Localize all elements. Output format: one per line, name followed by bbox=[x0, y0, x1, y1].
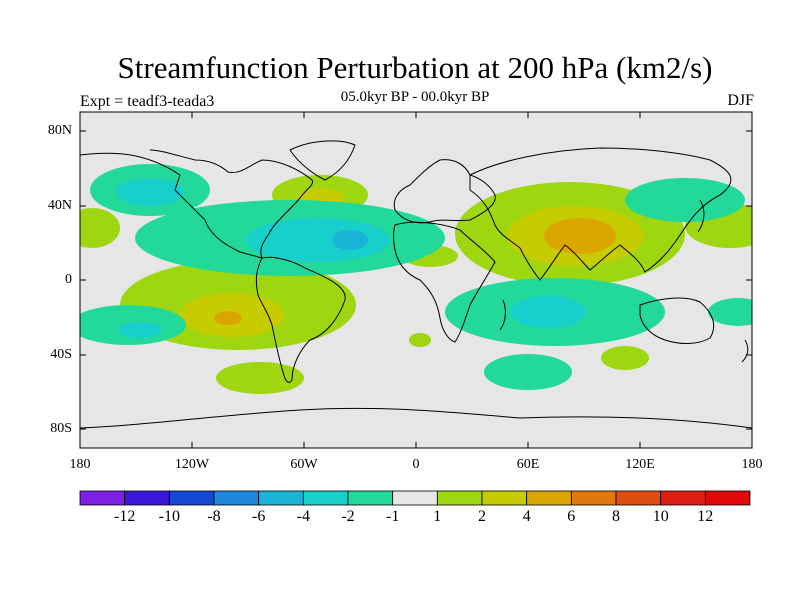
chart-title: Streamfunction Perturbation at 200 hPa (… bbox=[117, 50, 713, 85]
contour-positive-asia-core bbox=[544, 218, 616, 254]
colorbar bbox=[79, 490, 751, 506]
colorbar-label: -1 bbox=[386, 508, 400, 525]
contour-positive-south-pacific bbox=[216, 362, 304, 394]
colorbar-swatch bbox=[124, 490, 170, 506]
contour-negative-south-pacific-inner bbox=[118, 322, 162, 338]
lon-label-0: 0 bbox=[412, 457, 420, 472]
lon-label-180-west: 180 bbox=[69, 457, 91, 472]
colorbar-label: 1 bbox=[433, 508, 442, 525]
coastline-north-america bbox=[80, 149, 314, 259]
coastline-new-zealand bbox=[741, 339, 749, 363]
chart-subtitle: 05.0kyr BP - 00.0kyr BP bbox=[340, 89, 490, 105]
colorbar-swatch bbox=[570, 490, 617, 506]
contour-negative-northwest-pacific bbox=[625, 178, 745, 222]
coastline-antarctica bbox=[80, 407, 752, 429]
coastline-south-america bbox=[255, 256, 346, 383]
colorbar-label: 8 bbox=[612, 508, 620, 525]
experiment-label: Expt = teadf3-teada3 bbox=[80, 93, 215, 110]
contour-positive-south-atlantic bbox=[409, 333, 431, 347]
colorbar-label: 6 bbox=[567, 508, 576, 525]
lat-label-40s: 40S bbox=[50, 347, 72, 362]
colorbar-swatch bbox=[481, 490, 528, 506]
colorbar-label: -2 bbox=[341, 508, 355, 525]
colorbar-label: 2 bbox=[478, 508, 486, 525]
map-ticks bbox=[80, 112, 752, 448]
coastline-asia bbox=[469, 147, 732, 281]
season-label: DJF bbox=[727, 92, 754, 109]
lat-label-80n: 80N bbox=[47, 123, 72, 138]
colorbar-label: 4 bbox=[522, 508, 531, 525]
colorbar-label: -6 bbox=[252, 508, 266, 525]
colorbar-label: 10 bbox=[652, 508, 669, 525]
contour-negative-tropical-atlantic-inner bbox=[246, 218, 390, 262]
coastline-greenland bbox=[289, 140, 356, 181]
colorbar-swatch bbox=[79, 490, 126, 506]
lat-label-40n: 40N bbox=[47, 198, 72, 213]
colorbar-swatch bbox=[258, 490, 304, 506]
contour-positive-north-pacific-west bbox=[80, 208, 120, 248]
lat-label-80s: 80S bbox=[50, 421, 72, 436]
lon-label-60w: 60W bbox=[290, 457, 318, 472]
colorbar-label: -10 bbox=[158, 508, 180, 525]
coastline-australia bbox=[639, 297, 715, 344]
contour-negative-southern-ocean bbox=[484, 354, 572, 390]
colorbar-swatch bbox=[436, 490, 483, 506]
lon-label-120w: 120W bbox=[174, 457, 210, 472]
contour-negative-north-pacific-inner bbox=[116, 178, 184, 206]
contour-negative-tropical-atlantic-core bbox=[332, 230, 368, 250]
contour-positive-south-indian bbox=[601, 346, 649, 370]
contour-negative-indian-ocean-inner bbox=[510, 296, 586, 328]
contour-fills bbox=[80, 164, 752, 394]
coastline-japan bbox=[697, 199, 705, 233]
lat-label-0: 0 bbox=[65, 272, 72, 287]
colorbar-swatch bbox=[347, 490, 394, 506]
colorbar-swatch bbox=[213, 490, 260, 506]
colorbar-swatch bbox=[302, 490, 349, 506]
colorbar-label: -4 bbox=[296, 508, 310, 525]
colorbar-swatch bbox=[168, 490, 215, 506]
colorbar-label: 12 bbox=[697, 508, 714, 525]
coastline-madagascar bbox=[499, 299, 506, 331]
colorbar-swatch bbox=[526, 490, 572, 506]
colorbar-swatch bbox=[392, 490, 438, 506]
coastlines bbox=[80, 140, 752, 429]
colorbar-swatch bbox=[704, 490, 751, 506]
coastline-africa bbox=[393, 221, 496, 343]
coastline-europe bbox=[393, 159, 496, 224]
lon-label-120e: 120E bbox=[625, 457, 655, 472]
colorbar-swatch bbox=[660, 490, 706, 506]
colorbar-label: -12 bbox=[114, 508, 136, 525]
colorbar-label: -8 bbox=[207, 508, 221, 525]
lon-label-180-east: 180 bbox=[741, 457, 763, 472]
contour-negative-west-pacific-south bbox=[708, 298, 752, 326]
colorbar-swatch bbox=[615, 490, 662, 506]
contour-positive-south-america-core bbox=[214, 311, 242, 325]
lon-label-60e: 60E bbox=[516, 457, 540, 472]
